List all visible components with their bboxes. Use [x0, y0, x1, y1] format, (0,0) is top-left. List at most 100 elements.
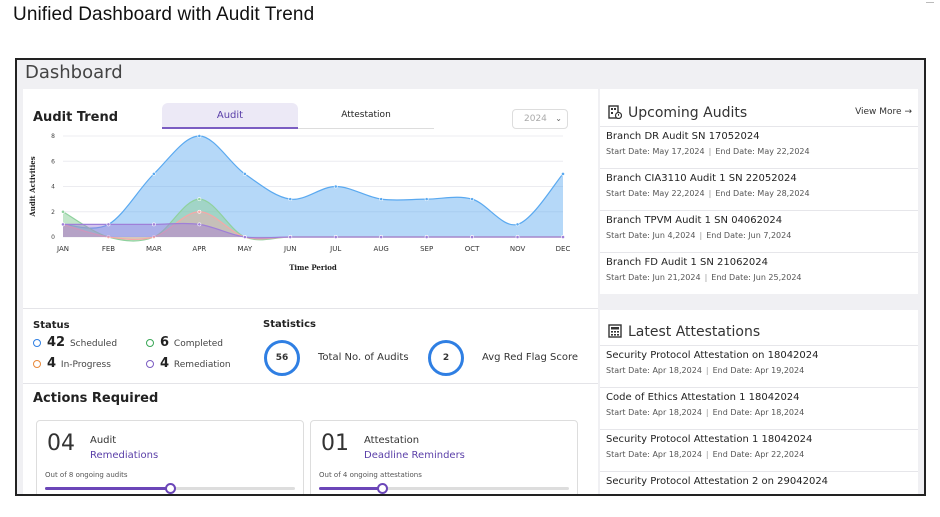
- audit-trend-title: Audit Trend: [33, 110, 119, 125]
- x-tick-label: DEC: [556, 245, 571, 253]
- action-count: 04: [47, 431, 75, 456]
- item-dates: Start Date: May 17,2024 | End Date: May 22…: [606, 147, 810, 156]
- view-more-link[interactable]: View More →: [855, 107, 912, 117]
- item-title: Branch DR Audit SN 17052024: [606, 131, 760, 142]
- dashboard-frame: Dashboard Audit Trend Audit Attestation …: [15, 58, 926, 496]
- data-point: [242, 235, 247, 239]
- start-date: Start Date: Jun 21,2024: [606, 273, 701, 282]
- section-divider: [23, 383, 598, 384]
- y-axis-label: Audit Activities: [28, 156, 37, 217]
- item-dates: Start Date: May 22,2024 | End Date: May 28…: [606, 189, 810, 198]
- list-item[interactable]: Branch TPVM Audit 1 SN 04062024 Start Da…: [600, 210, 918, 252]
- x-tick-label: OCT: [465, 245, 480, 253]
- end-date: End Date: May 22,2024: [715, 147, 810, 156]
- action-count: 01: [321, 431, 349, 456]
- series-line: [62, 135, 564, 229]
- data-point: [242, 171, 247, 176]
- list-item[interactable]: Branch CIA3110 Audit 1 SN 22052024 Start…: [600, 168, 918, 210]
- year-select-value: 2024: [524, 114, 547, 124]
- x-tick-label: JAN: [56, 245, 69, 253]
- end-date: End Date: Apr 19,2024: [712, 366, 805, 375]
- latest-attestations-panel: Latest Attestations Security Protocol At…: [600, 310, 918, 494]
- y-tick-label: 4: [51, 184, 55, 191]
- calculator-icon: [608, 324, 622, 338]
- list-item[interactable]: Security Protocol Attestation 2 on 29042…: [600, 471, 918, 494]
- end-date: End Date: Apr 18,2024: [712, 408, 805, 417]
- list-item[interactable]: Branch FD Audit 1 SN 21062024 Start Date…: [600, 252, 918, 294]
- status-remediation: 4 Remediation: [146, 356, 231, 371]
- data-point: [288, 235, 293, 239]
- list-item[interactable]: Security Protocol Attestation on 1804202…: [600, 345, 918, 387]
- data-point: [424, 235, 429, 239]
- data-point: [470, 197, 474, 202]
- item-dates: Start Date: Apr 18,2024 | End Date: Apr 22…: [606, 450, 805, 459]
- audit-panel: Audit Trend Audit Attestation 2024 ⌄ 0 2 4…: [23, 89, 598, 494]
- item-title: Security Protocol Attestation 1 18042024: [606, 434, 813, 445]
- section-divider: [23, 308, 598, 309]
- data-point: [288, 197, 293, 202]
- item-title: Security Protocol Attestation 2 on 29042…: [606, 476, 829, 487]
- y-tick-label: 6: [51, 158, 55, 165]
- x-tick-label: FEB: [102, 245, 115, 253]
- data-point: [61, 222, 65, 227]
- progress-track: [319, 483, 569, 494]
- status-completed: 6 Completed: [146, 335, 223, 350]
- data-point: [424, 197, 429, 202]
- avg-red-flag-ring: 2: [428, 340, 464, 376]
- status-label: In-Progress: [60, 360, 111, 370]
- data-point: [470, 235, 474, 239]
- action-subtext: Out of 8 ongoing audits: [45, 471, 128, 479]
- status-count: 42: [47, 335, 66, 350]
- page-title: Dashboard: [25, 62, 123, 83]
- y-tick-label: 2: [51, 209, 55, 216]
- end-date: End Date: Jun 25,2024: [711, 273, 802, 282]
- action-kind: Audit: [90, 435, 117, 446]
- list-item[interactable]: Security Protocol Attestation 1 18042024…: [600, 429, 918, 471]
- action-card-audit[interactable]: 04 Audit Remediations Out of 8 ongoing a…: [36, 420, 304, 494]
- data-point: [197, 209, 202, 214]
- year-select[interactable]: 2024 ⌄: [512, 109, 568, 129]
- data-point: [152, 171, 156, 176]
- status-dot-icon: [146, 360, 154, 368]
- corner-mark: [926, 2, 934, 3]
- item-dates: Start Date: Apr 18,2024 | End Date: Apr 18…: [606, 408, 805, 417]
- start-date: Start Date: Apr 18,2024: [606, 366, 702, 375]
- action-card-attestation[interactable]: 01 Attestation Deadline Reminders Out of…: [310, 420, 578, 494]
- item-title: Security Protocol Attestation on 1804202…: [606, 350, 819, 361]
- data-point: [197, 222, 202, 227]
- data-point: [561, 235, 565, 239]
- status-label: Scheduled: [69, 339, 118, 349]
- x-tick-label: APR: [192, 245, 206, 253]
- status-dot-icon: [33, 360, 41, 368]
- list-item[interactable]: Branch DR Audit SN 17052024 Start Date: …: [600, 126, 918, 168]
- list-item[interactable]: Code of Ethics Attestation 1 18042024 St…: [600, 387, 918, 429]
- status-dot-icon: [146, 339, 154, 347]
- item-title: Branch FD Audit 1 SN 21062024: [606, 257, 768, 268]
- remediations-link[interactable]: Remediations: [90, 450, 159, 461]
- x-tick-label: AUG: [374, 245, 389, 253]
- data-point: [515, 222, 520, 227]
- data-point: [106, 222, 111, 227]
- figure-caption: Unified Dashboard with Audit Trend: [13, 4, 315, 25]
- latest-attestations-title: Latest Attestations: [608, 324, 760, 340]
- item-dates: Start Date: Jun 4,2024 | End Date: Jun 7,2…: [606, 231, 792, 240]
- actions-required-title: Actions Required: [33, 391, 159, 406]
- status-label: Remediation: [173, 360, 231, 370]
- end-date: End Date: May 28,2024: [715, 189, 810, 198]
- upcoming-audits-panel: Upcoming Audits View More → Branch DR Au…: [600, 89, 918, 294]
- data-point: [61, 209, 65, 214]
- data-point: [152, 235, 156, 239]
- x-tick-label: MAY: [238, 245, 253, 253]
- progress-handle[interactable]: [165, 483, 176, 494]
- tab-attestation[interactable]: Attestation: [298, 103, 434, 129]
- item-dates: Start Date: Apr 18,2024 | End Date: Apr 19…: [606, 366, 805, 375]
- progress-handle[interactable]: [376, 483, 388, 494]
- data-point: [333, 184, 338, 189]
- series-line: [62, 222, 563, 239]
- y-tick-label: 8: [51, 133, 55, 140]
- deadline-reminders-link[interactable]: Deadline Reminders: [364, 450, 465, 461]
- data-point: [197, 134, 202, 138]
- x-tick-label: MAR: [146, 245, 162, 253]
- tab-audit[interactable]: Audit: [162, 103, 298, 129]
- data-point: [333, 235, 338, 239]
